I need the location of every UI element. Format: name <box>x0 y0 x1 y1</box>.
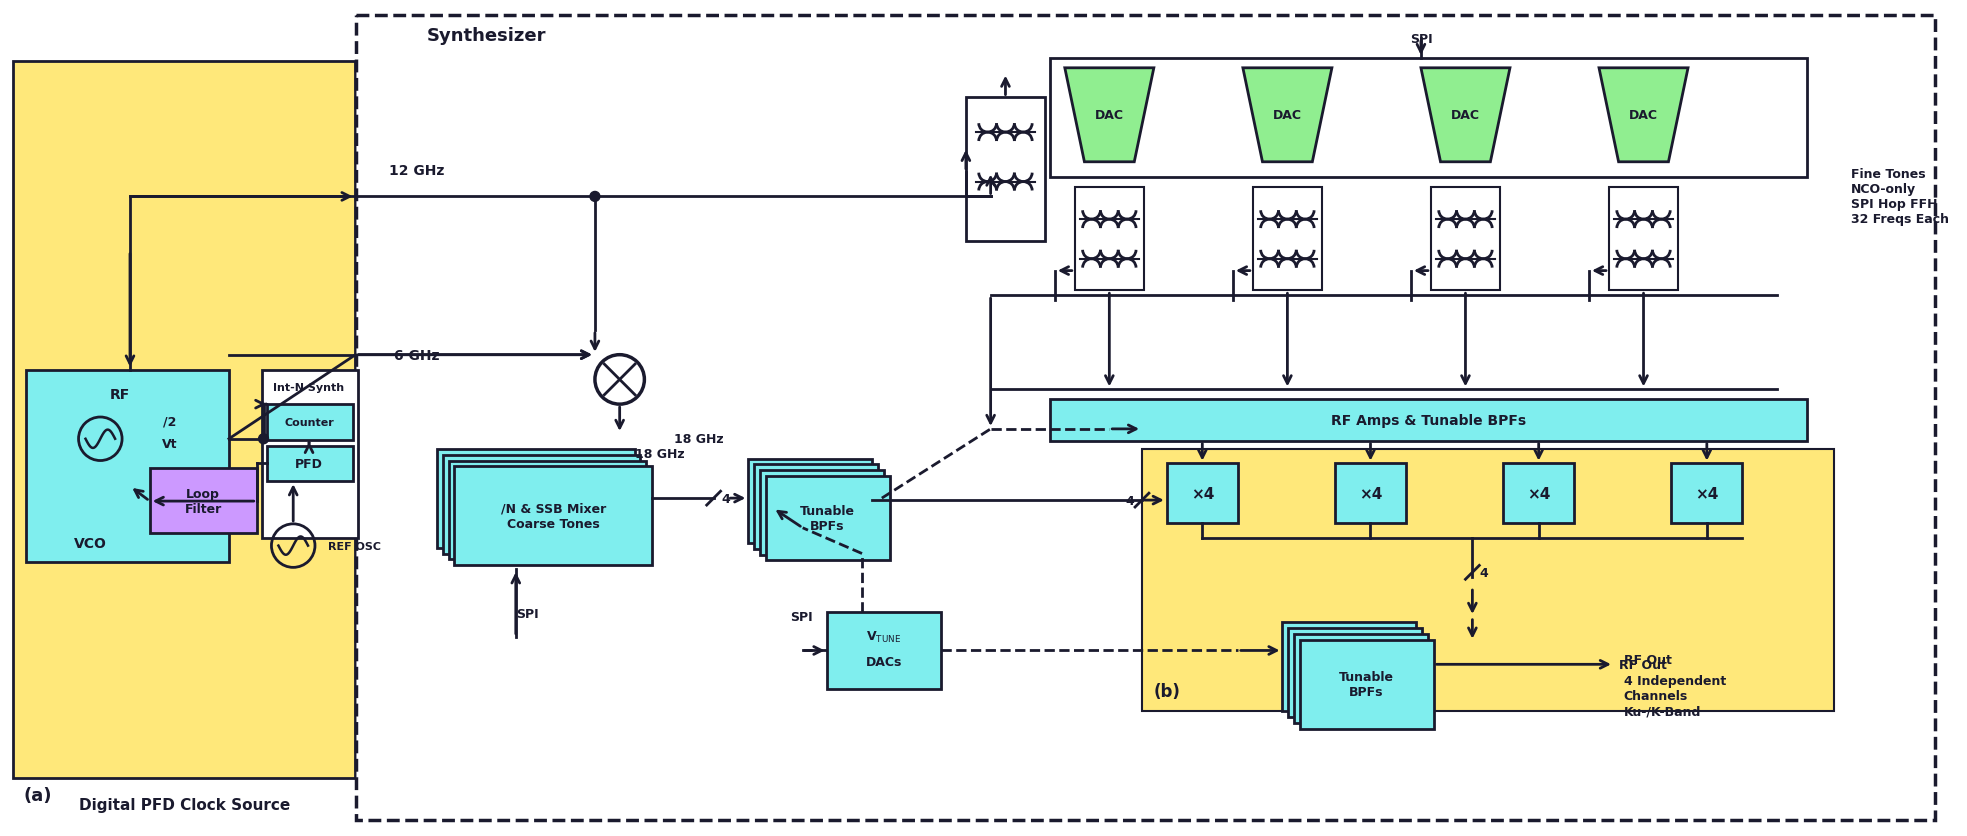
Text: 18 GHz: 18 GHz <box>635 447 685 461</box>
Text: RF Out: RF Out <box>1623 653 1672 666</box>
Polygon shape <box>1064 69 1155 162</box>
Bar <box>1294 634 1428 723</box>
Bar <box>149 469 256 533</box>
Text: Int-N Synth: Int-N Synth <box>273 383 344 393</box>
Bar <box>1288 628 1422 717</box>
Text: Loop
Filter: Loop Filter <box>185 487 222 516</box>
Bar <box>1503 464 1574 523</box>
Text: RF Out: RF Out <box>1619 658 1666 671</box>
Text: ×4: ×4 <box>1526 486 1550 501</box>
Bar <box>14 62 354 778</box>
Bar <box>1336 464 1406 523</box>
Polygon shape <box>1420 69 1511 162</box>
Text: REF OSC: REF OSC <box>328 541 382 551</box>
Text: ×4: ×4 <box>1359 486 1383 501</box>
Bar <box>266 446 352 482</box>
Polygon shape <box>1243 69 1332 162</box>
Text: Synthesizer: Synthesizer <box>427 27 547 45</box>
Text: RF: RF <box>110 388 130 402</box>
Text: 4: 4 <box>722 492 730 505</box>
Bar <box>966 99 1044 242</box>
Text: DAC: DAC <box>1096 109 1123 122</box>
Text: Vt: Vt <box>161 438 177 451</box>
Text: ×4: ×4 <box>1190 486 1214 501</box>
Bar <box>26 370 228 563</box>
Bar <box>437 449 635 548</box>
Bar <box>828 612 940 689</box>
Text: Counter: Counter <box>283 417 334 427</box>
Circle shape <box>258 435 268 444</box>
Bar <box>765 477 889 561</box>
Circle shape <box>590 192 600 202</box>
Text: (b): (b) <box>1155 682 1180 701</box>
Text: ×4: ×4 <box>1696 486 1719 501</box>
Text: SPI: SPI <box>1410 33 1432 46</box>
Text: Fine Tones
NCO-only
SPI Hop FFH
32 Freqs Each: Fine Tones NCO-only SPI Hop FFH 32 Freqs… <box>1851 168 1949 226</box>
Text: RF Amps & Tunable BPFs: RF Amps & Tunable BPFs <box>1332 414 1526 427</box>
Text: PFD: PFD <box>295 457 323 471</box>
Bar <box>753 465 877 549</box>
Text: 4: 4 <box>1125 494 1135 507</box>
Text: V$_{\rm TUNE}$: V$_{\rm TUNE}$ <box>865 630 901 645</box>
Text: SPI: SPI <box>515 608 539 620</box>
Bar <box>1282 622 1416 711</box>
Text: 12 GHz: 12 GHz <box>389 164 445 177</box>
Text: Tunable
BPFs: Tunable BPFs <box>1340 670 1395 698</box>
Bar <box>266 405 352 441</box>
Bar <box>1074 187 1145 291</box>
Polygon shape <box>1599 69 1688 162</box>
Bar <box>1143 449 1835 711</box>
Text: (a): (a) <box>24 786 51 804</box>
Bar <box>443 455 641 554</box>
Text: 18 GHz: 18 GHz <box>675 433 724 446</box>
Text: 6 GHz: 6 GHz <box>393 349 439 362</box>
Bar <box>454 467 653 566</box>
Bar <box>262 370 358 538</box>
Text: DAC: DAC <box>1629 109 1658 122</box>
Text: VCO: VCO <box>75 536 106 550</box>
Bar <box>1609 187 1678 291</box>
Bar <box>759 471 883 555</box>
Bar <box>1050 400 1808 441</box>
Bar <box>1300 640 1434 729</box>
Text: /2: /2 <box>163 415 177 428</box>
Bar <box>1253 187 1322 291</box>
Bar <box>1672 464 1743 523</box>
Bar <box>448 461 647 560</box>
Bar <box>1166 464 1237 523</box>
Text: DACs: DACs <box>865 655 903 668</box>
Text: 4: 4 <box>1479 566 1489 579</box>
Text: Tunable
BPFs: Tunable BPFs <box>801 504 856 533</box>
Text: SPI: SPI <box>791 610 812 624</box>
Text: DAC: DAC <box>1273 109 1302 122</box>
Bar <box>1050 59 1808 177</box>
Text: DAC: DAC <box>1452 109 1479 122</box>
Text: Digital PFD Clock Source: Digital PFD Clock Source <box>79 798 289 813</box>
Bar <box>1430 187 1501 291</box>
Bar <box>747 459 871 543</box>
Text: /N & SSB Mixer
Coarse Tones: /N & SSB Mixer Coarse Tones <box>502 502 606 530</box>
Text: 4 Independent
Channels
Ku-/K-Band: 4 Independent Channels Ku-/K-Band <box>1623 675 1725 717</box>
Bar <box>356 17 1936 819</box>
